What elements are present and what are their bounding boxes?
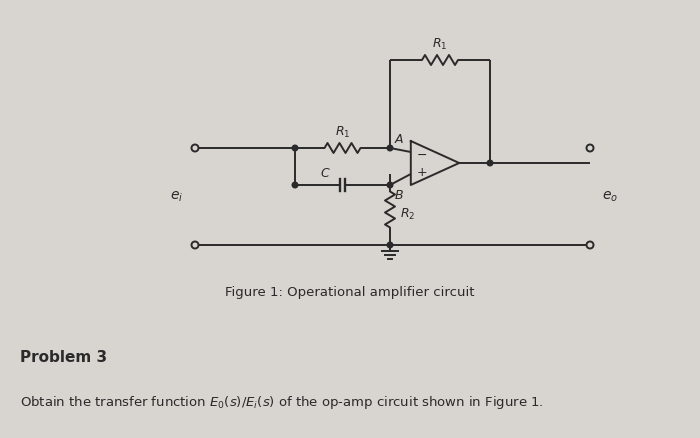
Text: $R_2$: $R_2$ (400, 207, 415, 222)
Circle shape (587, 145, 594, 152)
Text: $A$: $A$ (394, 133, 405, 146)
Text: $e_o$: $e_o$ (602, 189, 618, 204)
Text: $+$: $+$ (416, 166, 427, 179)
Text: Problem 3: Problem 3 (20, 350, 106, 365)
Circle shape (487, 160, 493, 166)
Circle shape (292, 182, 298, 188)
Text: Figure 1: Operational amplifier circuit: Figure 1: Operational amplifier circuit (225, 286, 475, 299)
Circle shape (192, 241, 199, 248)
Circle shape (387, 145, 393, 151)
Text: Obtain the transfer function $E_0(s)/E_i(s)$ of the op-amp circuit shown in Figu: Obtain the transfer function $E_0(s)/E_i… (20, 394, 543, 411)
Text: $B$: $B$ (394, 189, 404, 202)
Circle shape (292, 145, 298, 151)
Circle shape (192, 145, 199, 152)
Text: $e_i$: $e_i$ (170, 189, 183, 204)
Text: $R_1$: $R_1$ (335, 125, 350, 140)
Circle shape (387, 242, 393, 248)
Text: $C$: $C$ (320, 167, 330, 180)
Circle shape (387, 182, 393, 188)
Text: $-$: $-$ (416, 148, 427, 160)
Circle shape (587, 241, 594, 248)
Text: $R_1$: $R_1$ (433, 37, 448, 52)
